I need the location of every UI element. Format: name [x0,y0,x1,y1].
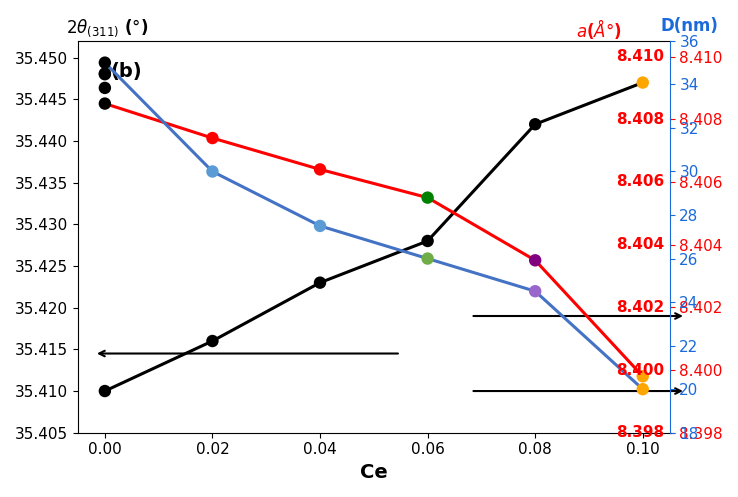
Point [637,372,649,380]
Text: 8.402: 8.402 [615,300,664,315]
Point [637,79,649,86]
Point [99,99,111,107]
Point [314,166,326,173]
Point [529,120,541,128]
Point [207,167,218,175]
Text: 8.408: 8.408 [616,112,664,127]
Text: $a$($\AA$$\degree$): $a$($\AA$$\degree$) [576,17,621,41]
Point [99,59,111,67]
Point [529,256,541,264]
Text: 8.406: 8.406 [615,174,664,189]
Point [207,134,218,142]
Text: 8.404: 8.404 [616,237,664,252]
Point [421,194,433,202]
Text: D(nm): D(nm) [661,17,718,35]
Text: 8.398: 8.398 [616,425,664,440]
Text: $2\theta_{(311)}$ ($\degree$): $2\theta_{(311)}$ ($\degree$) [66,17,149,39]
Point [99,70,111,78]
Text: 8.400: 8.400 [616,362,664,378]
Point [314,279,326,287]
Point [421,237,433,245]
Point [314,222,326,230]
Point [421,254,433,262]
X-axis label: Ce: Ce [360,463,387,482]
Point [637,385,649,393]
Point [529,287,541,295]
Text: 8.410: 8.410 [616,49,664,64]
Point [99,387,111,395]
Point [99,84,111,92]
Point [99,70,111,78]
Text: (b): (b) [110,62,142,81]
Point [207,337,218,345]
